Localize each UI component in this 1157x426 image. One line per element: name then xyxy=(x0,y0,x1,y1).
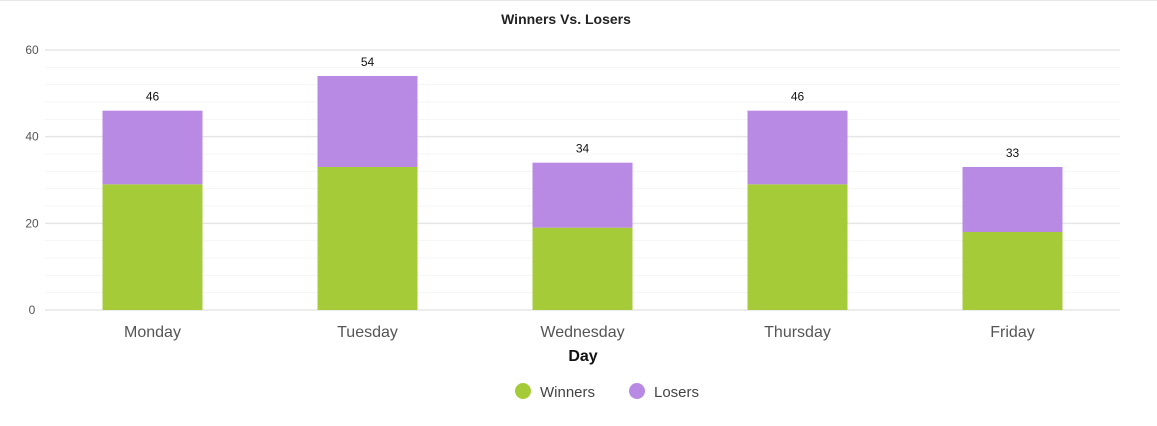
legend-swatch xyxy=(515,383,531,399)
y-tick-label: 60 xyxy=(25,43,39,57)
x-axis-label: Day xyxy=(568,348,597,365)
bar-winners-friday[interactable] xyxy=(962,232,1063,310)
y-tick-label: 20 xyxy=(25,216,39,230)
data-label-total: 46 xyxy=(146,90,160,104)
bar-winners-monday[interactable] xyxy=(102,184,203,310)
bar-winners-thursday[interactable] xyxy=(747,184,848,310)
top-border xyxy=(0,0,1157,1)
data-label-total: 34 xyxy=(576,142,590,156)
data-label-total: 54 xyxy=(361,55,375,69)
x-tick-label: Thursday xyxy=(764,324,831,341)
bar-losers-tuesday[interactable] xyxy=(317,76,418,167)
y-axis: 0 20 40 60 xyxy=(25,43,39,317)
bars: 46 54 34 46 33 xyxy=(102,55,1063,310)
gridlines xyxy=(45,49,1120,311)
data-label-total: 46 xyxy=(791,90,805,104)
bar-winners-wednesday[interactable] xyxy=(532,227,633,310)
data-label-total: 33 xyxy=(1006,146,1020,160)
x-axis: Monday Tuesday Wednesday Thursday Friday xyxy=(124,324,1035,341)
legend-item-winners[interactable]: Winners xyxy=(515,383,595,401)
legend[interactable]: Winners Losers xyxy=(515,383,699,401)
legend-label: Losers xyxy=(654,384,699,401)
chart-title: Winners Vs. Losers xyxy=(501,11,631,27)
bar-losers-friday[interactable] xyxy=(962,167,1063,232)
bar-losers-wednesday[interactable] xyxy=(532,162,633,228)
x-tick-label: Tuesday xyxy=(337,324,398,341)
x-tick-label: Monday xyxy=(124,324,181,341)
bar-losers-monday[interactable] xyxy=(102,110,203,185)
legend-item-losers[interactable]: Losers xyxy=(629,383,699,401)
y-tick-label: 40 xyxy=(25,130,39,144)
x-tick-label: Friday xyxy=(990,324,1034,341)
x-tick-label: Wednesday xyxy=(540,324,624,341)
bar-winners-tuesday[interactable] xyxy=(317,167,418,310)
legend-swatch xyxy=(629,383,645,399)
y-tick-label: 0 xyxy=(29,303,36,317)
bar-losers-thursday[interactable] xyxy=(747,110,848,185)
legend-label: Winners xyxy=(540,384,595,401)
